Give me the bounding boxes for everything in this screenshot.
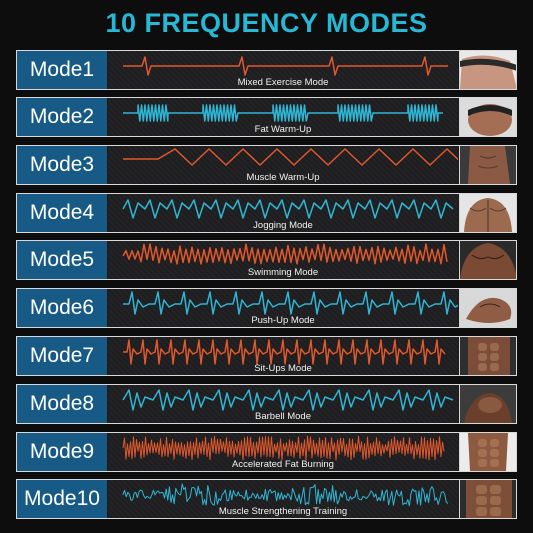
mode-label: Mode8 <box>17 385 107 423</box>
mode-row: Mode1 Mixed Exercise Mode <box>16 50 517 90</box>
waveform-line <box>122 435 445 461</box>
waveform-line <box>123 291 458 315</box>
mode-description: Accelerated Fat Burning <box>232 459 334 470</box>
mode-label: Mode7 <box>17 337 107 375</box>
mode-row: Mode2 Fat Warm-Up <box>16 97 517 137</box>
muscle-image <box>460 385 516 423</box>
mode-label: Mode9 <box>17 433 107 471</box>
waveform-graphic <box>122 389 454 411</box>
waveform-graphic <box>123 104 443 122</box>
waveform-panel: Fat Warm-Up <box>108 98 458 136</box>
muscle-image <box>460 433 516 471</box>
body-photo <box>459 194 516 232</box>
waveform-graphic <box>123 56 448 76</box>
waveform-panel: Push-Up Mode <box>108 289 458 327</box>
waveform-line <box>123 148 458 166</box>
waveform-graphic <box>122 243 448 265</box>
mode-description: Barbell Mode <box>255 411 311 422</box>
mode-row: Mode10 Muscle Strengthening Training <box>16 479 517 519</box>
mode-row: Mode6 Push-Up Mode <box>16 288 517 328</box>
waveform-line <box>122 389 454 411</box>
mode-description: Swimming Mode <box>247 267 319 278</box>
waveform-graphic <box>122 483 449 507</box>
waveform-panel: Mixed Exercise Mode <box>108 51 458 89</box>
body-photo <box>459 385 516 423</box>
mode-description: Push-Up Mode <box>251 315 315 326</box>
muscle-image <box>460 194 516 232</box>
waveform-panel: Jogging Mode <box>108 194 458 232</box>
muscle-image <box>460 337 516 375</box>
body-photo <box>459 146 516 184</box>
body-photo <box>459 51 516 89</box>
mode-description: Sit-Ups Mode <box>254 363 312 374</box>
waveform-panel: Accelerated Fat Burning <box>108 433 458 471</box>
page-title: 10 FREQUENCY MODES <box>105 8 428 38</box>
waveform-panel: Muscle Strengthening Training <box>108 480 458 518</box>
mode-label: Mode1 <box>17 51 107 89</box>
mode-label: Mode4 <box>17 194 107 232</box>
body-photo <box>459 289 516 327</box>
mode-row: Mode9 Accelerated Fat Burning <box>16 432 517 472</box>
muscle-image <box>460 98 516 136</box>
waveform-panel: Sit-Ups Mode <box>108 337 458 375</box>
mode-description: Fat Warm-Up <box>254 124 312 135</box>
body-photo <box>459 98 516 136</box>
body-photo <box>459 433 516 471</box>
mode-row: Mode5 Swimming Mode <box>16 240 517 280</box>
waveform-line <box>123 339 446 365</box>
waveform-panel: Barbell Mode <box>108 385 458 423</box>
waveform-line <box>122 243 448 265</box>
body-photo <box>459 480 516 518</box>
waveform-graphic <box>122 199 454 219</box>
muscle-image <box>460 51 516 89</box>
body-photo <box>459 337 516 375</box>
waveform-line <box>123 56 448 76</box>
waveform-graphic <box>123 339 446 365</box>
waveform-line <box>122 199 454 219</box>
waveform-panel: Swimming Mode <box>108 241 458 279</box>
waveform-graphic <box>123 291 458 315</box>
body-photo <box>459 241 516 279</box>
mode-label: Mode6 <box>17 289 107 327</box>
mode-description: Muscle Warm-Up <box>246 172 320 183</box>
mode-description: Jogging Mode <box>253 220 313 231</box>
mode-label: Mode2 <box>17 98 107 136</box>
mode-row: Mode3 Muscle Warm-Up <box>16 145 517 185</box>
mode-row: Mode8 Barbell Mode <box>16 384 517 424</box>
muscle-image <box>460 241 516 279</box>
muscle-image <box>460 146 516 184</box>
waveform-graphic <box>122 435 445 461</box>
mode-row: Mode4 Jogging Mode <box>16 193 517 233</box>
mode-label: Mode10 <box>17 480 107 518</box>
waveform-line <box>123 104 443 122</box>
mode-row: Mode7 Sit-Ups Mode <box>16 336 517 376</box>
mode-description: Mixed Exercise Mode <box>237 77 329 88</box>
muscle-image <box>460 480 516 518</box>
muscle-image <box>460 289 516 327</box>
waveform-panel: Muscle Warm-Up <box>108 146 458 184</box>
mode-description: Muscle Strengthening Training <box>218 506 348 517</box>
waveform-line <box>122 483 449 507</box>
mode-label: Mode3 <box>17 146 107 184</box>
waveform-graphic <box>123 148 458 166</box>
mode-label: Mode5 <box>17 241 107 279</box>
